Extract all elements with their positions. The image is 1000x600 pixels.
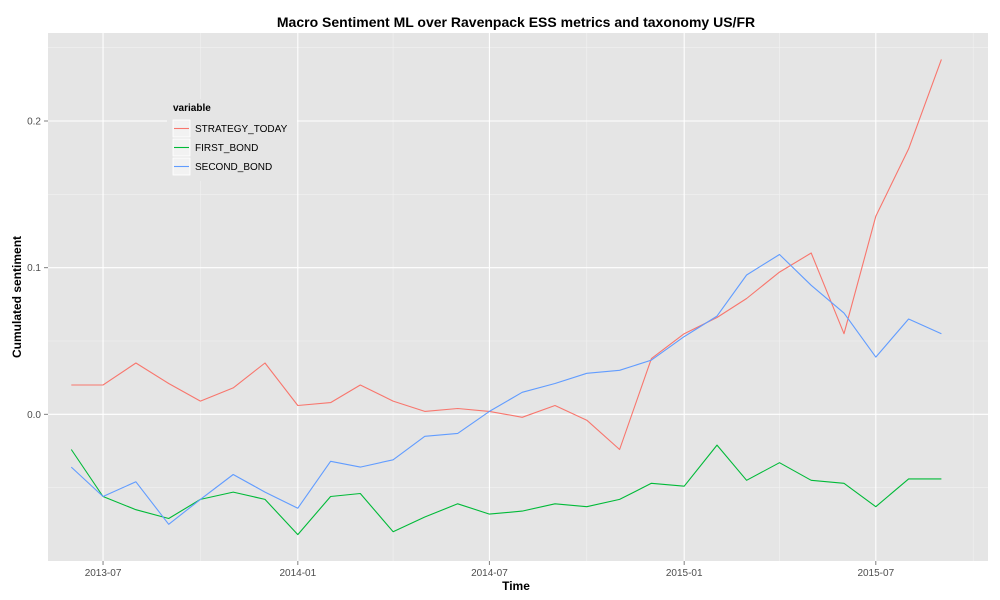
legend-items: STRATEGY_TODAY FIRST_BOND SECOND_BOND [172, 119, 288, 176]
x-tick-label: 2013-07 [85, 568, 122, 579]
y-axis-title: Cumulated sentiment [10, 236, 24, 358]
x-tick-label: 2014-07 [471, 568, 508, 579]
y-tick-label: 0.0 [27, 410, 41, 421]
legend: variable STRATEGY_TODAY FIRST_BOND SECOND_… [167, 99, 297, 181]
series-line-strategy-today [71, 59, 942, 451]
series-line-second-bond [70, 253, 942, 525]
x-tick-label: 2015-01 [666, 568, 703, 579]
y-tick-label: 0.1 [27, 263, 41, 274]
x-tick-label: 2015-07 [857, 568, 894, 579]
y-tick-label: 0.2 [27, 117, 41, 128]
x-tick-label: 2014-01 [279, 568, 316, 579]
legend-label-strategy-today: STRATEGY_TODAY [195, 124, 288, 135]
series-line-first-bond [70, 444, 942, 536]
legend-label-first-bond: FIRST_BOND [195, 143, 258, 154]
major-gridlines [48, 33, 988, 561]
x-axis-title: Time [502, 579, 530, 593]
y-axis: 0.0 0.1 0.2 [27, 117, 48, 421]
legend-title: variable [173, 103, 211, 114]
legend-label-second-bond: SECOND_BOND [195, 162, 272, 173]
chart-title: Macro Sentiment ML over Ravenpack ESS me… [277, 14, 755, 30]
series-layer [70, 59, 942, 536]
x-axis: 2013-07 2014-01 2014-07 2015-01 2015-07 [85, 561, 895, 579]
